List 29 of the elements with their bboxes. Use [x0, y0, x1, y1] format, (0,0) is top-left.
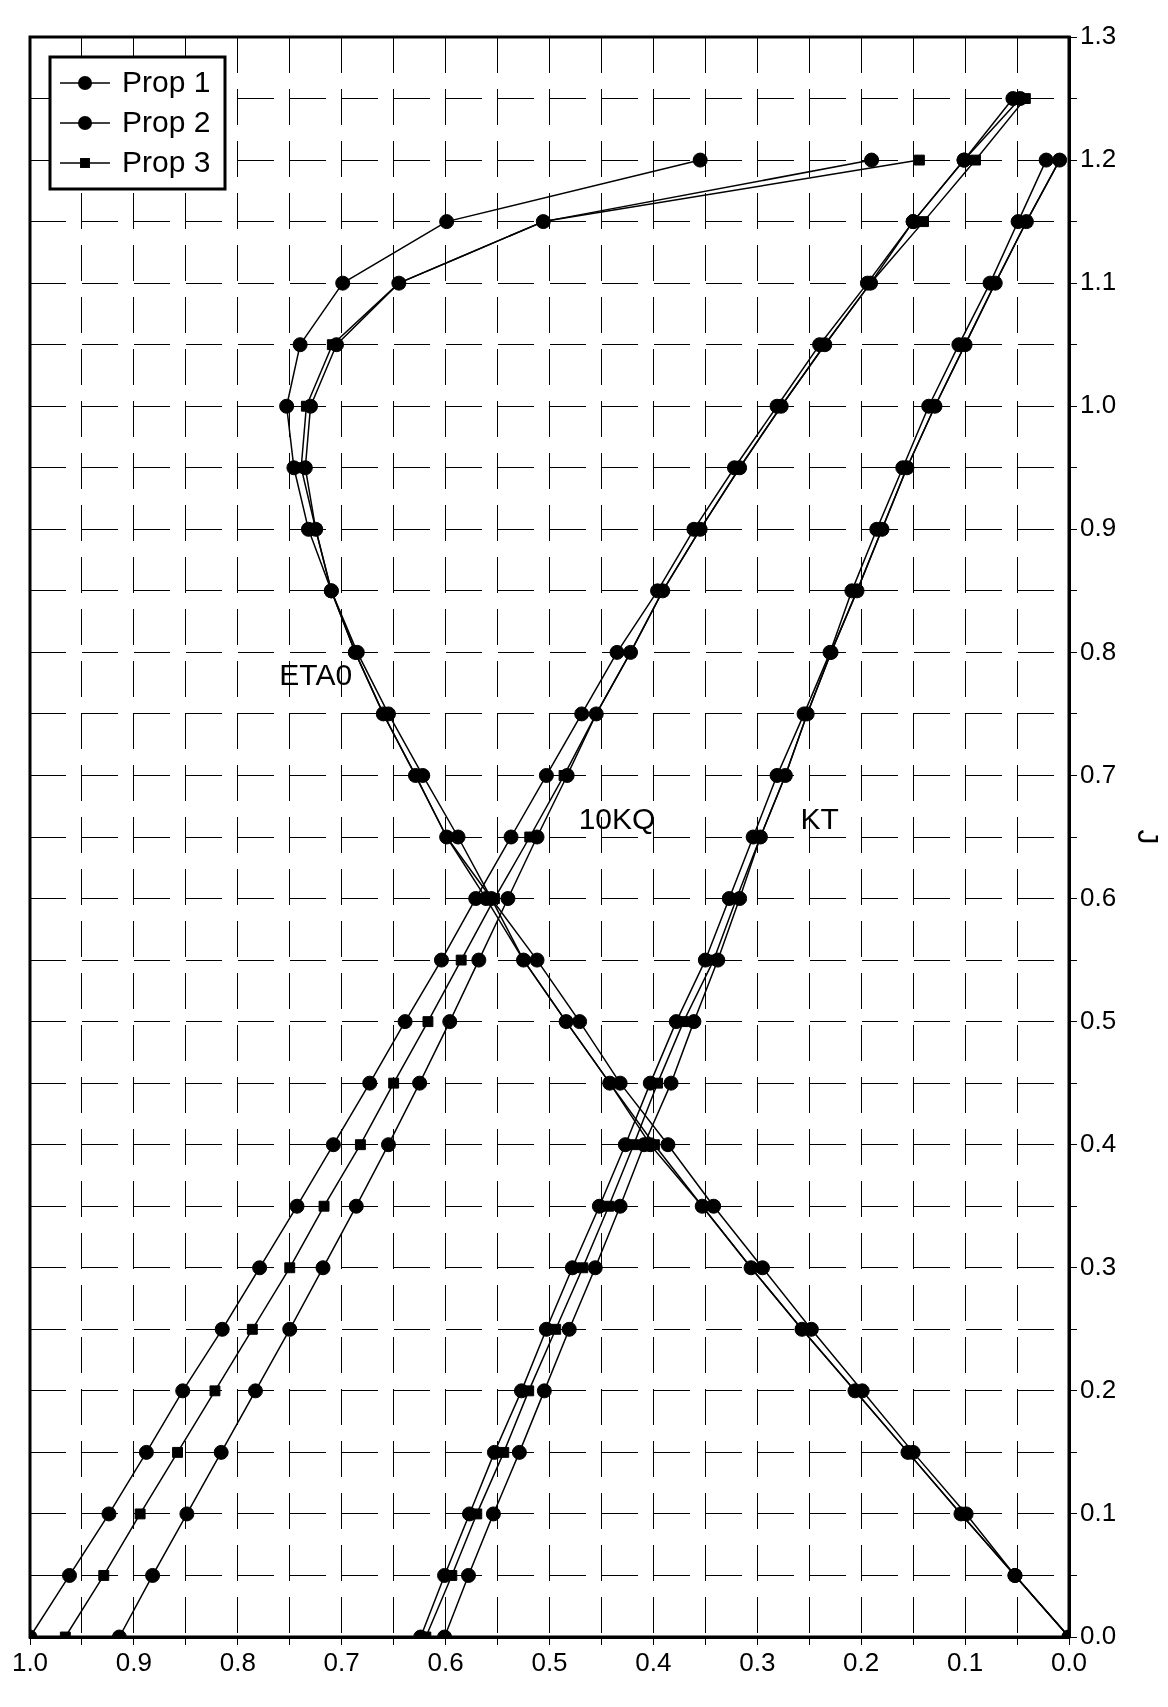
y-tick-label: 0.6	[1080, 881, 1117, 912]
x-tick-label: 0.1	[947, 1646, 984, 1677]
y-tick-label: 0.2	[1080, 1374, 1117, 1405]
y-tick-label: 0.7	[1080, 758, 1117, 789]
x-tick-label: 0.9	[115, 1646, 152, 1677]
x-tick-label: 0.2	[843, 1646, 880, 1677]
y-tick-label: 0.5	[1080, 1004, 1117, 1035]
legend-label: Prop 2	[122, 105, 211, 139]
y-tick-label: 0.8	[1080, 635, 1117, 666]
annotation: KT	[800, 802, 839, 836]
y-tick-label: 0.9	[1080, 512, 1117, 543]
y-tick-label: 1.3	[1080, 20, 1117, 51]
x-tick-label: 0.5	[531, 1646, 568, 1677]
legend-label: Prop 3	[122, 145, 211, 179]
y-tick-label: 1.1	[1080, 266, 1117, 297]
x-tick-label: 0.8	[219, 1646, 256, 1677]
y-tick-label: 1.2	[1080, 143, 1117, 174]
y-tick-label: 0.3	[1080, 1250, 1117, 1281]
annotation: 10KQ	[578, 802, 656, 836]
x-tick-label: 0.3	[739, 1646, 776, 1677]
y-tick-label: 0.1	[1080, 1497, 1117, 1528]
legend-label: Prop 1	[122, 65, 211, 99]
x-tick-label: 0.6	[427, 1646, 464, 1677]
x-tick-label: 0.4	[635, 1646, 672, 1677]
y-axis-title: J	[1131, 829, 1165, 845]
y-tick-label: 0.4	[1080, 1127, 1117, 1158]
y-tick-label: 1.0	[1080, 389, 1117, 420]
x-tick-label: 1.0	[11, 1646, 49, 1677]
x-tick-label: 0.7	[323, 1646, 360, 1677]
